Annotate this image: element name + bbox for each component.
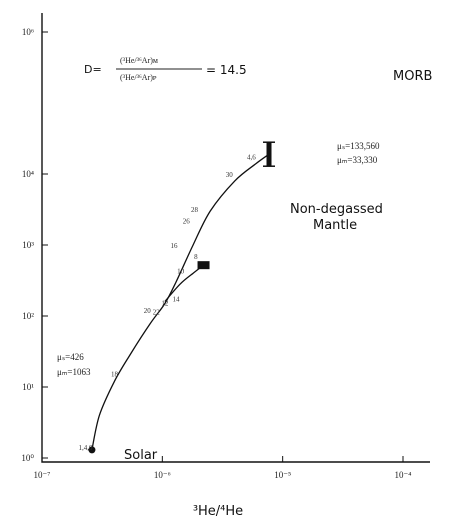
y-tick-label: 10⁰: [21, 453, 34, 463]
point-label: 26: [183, 218, 191, 226]
morb-label: MORB: [393, 69, 432, 84]
point-label: 8: [194, 253, 198, 261]
axes-frame: [41, 13, 430, 463]
point-label: 28: [191, 206, 199, 214]
point-label: 10: [177, 268, 185, 276]
point-label: 18: [111, 371, 119, 379]
point-label: 4,6: [247, 154, 256, 162]
x-tick-label: 10⁻⁴: [395, 470, 412, 480]
right-mu-2: μₘ=33,330: [337, 155, 378, 165]
equation-rhs: = 14.5: [206, 63, 247, 77]
non-degassed-mantle-marker: [197, 261, 210, 270]
point-label: 22: [153, 308, 161, 316]
equation-numerator: (³He/³⁶Ar)ᴍ: [120, 56, 158, 65]
curve-main: [91, 153, 270, 451]
y-tick-label: 10¹: [22, 382, 34, 392]
point-label: 1,4,0: [79, 444, 94, 452]
x-tick-label: 10⁻⁷: [34, 470, 51, 480]
y-tick-label: 10⁴: [22, 169, 34, 179]
left-mu-2: μₘ=1063: [57, 367, 91, 377]
y-tick-label: 10²: [22, 311, 34, 321]
solar-marker: [88, 446, 96, 454]
left-mu-1: μₛ=426: [57, 352, 84, 362]
non-degassed-mantle-label-line1: Non-degassed: [290, 202, 383, 217]
y-tick-label: 10³: [22, 240, 34, 250]
point-label: 20: [144, 307, 152, 315]
y-tick-label: 10⁶: [22, 27, 34, 37]
right-mu-1: μₛ=133,560: [337, 141, 380, 151]
point-label: 30: [226, 171, 234, 179]
x-tick-label: 10⁻⁶: [154, 470, 171, 480]
curve-branch: [164, 264, 204, 302]
morb-marker: [266, 142, 272, 167]
equation-denominator: (³He/³⁶Ar)ᴘ: [120, 73, 157, 82]
solar-label: Solar: [124, 448, 158, 463]
point-label: 14: [173, 296, 181, 304]
equation-lhs: D=: [84, 63, 102, 76]
x-axis-title: ³He/⁴He: [193, 504, 243, 519]
non-degassed-mantle-label-line2: Mantle: [313, 218, 357, 233]
point-label: 12: [161, 300, 169, 308]
x-tick-label: 10⁻⁵: [274, 470, 291, 480]
point-label: 16: [170, 242, 178, 250]
